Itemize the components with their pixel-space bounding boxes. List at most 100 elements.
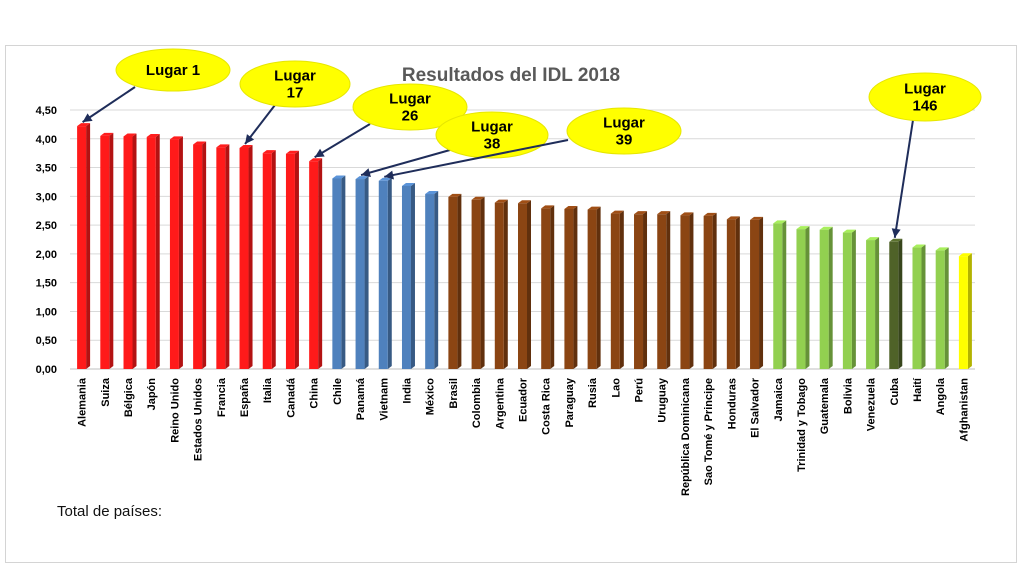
bar xyxy=(239,144,253,369)
x-tick-label: Suiza xyxy=(100,377,112,407)
x-tick-label: Uruguay xyxy=(657,377,669,423)
y-tick-label: 4,50 xyxy=(36,105,57,117)
bar xyxy=(541,205,555,369)
x-tick-label: Trinidad y Tobago xyxy=(796,378,808,472)
x-tick-label: Angola xyxy=(935,377,947,415)
bar-side xyxy=(178,136,183,369)
bar-front xyxy=(332,178,342,369)
x-tick-label: Chile xyxy=(332,378,344,405)
bar xyxy=(773,220,787,369)
callout-bubble xyxy=(239,60,351,108)
bar-side xyxy=(828,226,833,369)
bar-front xyxy=(355,179,365,369)
x-tick-label: India xyxy=(401,377,413,404)
bar-side xyxy=(155,134,160,369)
bar-side xyxy=(782,220,787,369)
bar-side xyxy=(596,206,601,369)
callout-label: Lugar 1 xyxy=(146,62,200,79)
bar-top xyxy=(518,200,531,204)
bar-front xyxy=(146,137,156,369)
bars xyxy=(77,123,972,369)
bar-side xyxy=(967,253,972,369)
bar-front xyxy=(77,126,87,369)
bar xyxy=(355,176,369,369)
bar-front xyxy=(610,213,620,369)
y-tick-label: 3,50 xyxy=(36,163,57,175)
bar-front xyxy=(518,203,527,369)
callout: Lugar 26 xyxy=(314,83,468,159)
bar-top xyxy=(610,210,624,214)
x-tick-label: Perú xyxy=(634,378,646,402)
bar-side xyxy=(735,216,740,369)
bar-front xyxy=(100,135,110,369)
bar-top xyxy=(448,193,462,197)
bar-top xyxy=(262,150,276,154)
bar xyxy=(866,237,880,369)
bar-side xyxy=(619,210,624,369)
x-tick-label: República Dominicana xyxy=(680,377,692,496)
callout-bubble xyxy=(352,83,468,131)
bar-side xyxy=(805,226,810,369)
x-tick-label: Canadá xyxy=(285,377,297,418)
bar-front xyxy=(773,223,783,369)
x-tick-label: Colombia xyxy=(471,377,483,428)
callout-arrow-line xyxy=(82,86,136,123)
bar-front xyxy=(935,250,945,369)
bar-front xyxy=(169,139,179,369)
bar-side xyxy=(341,175,346,369)
x-tick-label: El Salvador xyxy=(750,377,762,438)
bar xyxy=(703,212,717,369)
bar-front xyxy=(401,185,411,369)
bar-top xyxy=(169,136,183,140)
bar-front xyxy=(958,256,968,369)
x-tick-label: Sao Tomé y Principe xyxy=(703,378,715,485)
bar-top xyxy=(889,238,903,242)
x-tick-label: México xyxy=(425,378,437,416)
y-tick-label: 1,50 xyxy=(36,278,57,290)
bar xyxy=(285,150,299,369)
bar xyxy=(518,200,531,369)
bar-top xyxy=(77,123,91,127)
x-tick-label: Japón xyxy=(146,378,158,411)
x-tick-label: Cuba xyxy=(889,377,901,405)
y-tick-label: 2,00 xyxy=(36,249,57,261)
bar-top xyxy=(564,205,578,209)
bar-side xyxy=(921,244,926,369)
bar xyxy=(309,158,323,369)
bar-side xyxy=(643,211,648,369)
bar-top xyxy=(332,175,346,179)
bar-front xyxy=(703,215,713,369)
bar xyxy=(634,211,648,369)
callout: Lugar 38 xyxy=(360,111,549,177)
x-axis-labels: Alemania Suiza Bélgica Japón Reino Unido Esta… xyxy=(77,377,971,496)
y-tick-label: 0,00 xyxy=(36,364,57,376)
bar xyxy=(216,144,230,369)
bar xyxy=(935,247,949,369)
x-tick-label: Lao xyxy=(610,378,622,398)
bar-side xyxy=(944,247,949,369)
callout-arrow-line xyxy=(360,149,451,177)
x-tick-label: Paraguay xyxy=(564,377,576,427)
bar-top xyxy=(100,132,114,136)
bar xyxy=(378,177,392,369)
x-tick-label: Afghanistan xyxy=(958,378,970,442)
x-tick-label: Brasil xyxy=(448,378,460,409)
bar-front xyxy=(541,208,551,369)
bar xyxy=(680,212,694,369)
bar-front xyxy=(819,229,829,369)
bar-side xyxy=(480,196,485,369)
bar-top xyxy=(634,211,648,215)
bar-side xyxy=(550,205,555,369)
bar-front xyxy=(494,202,504,369)
bar-side xyxy=(573,205,578,369)
x-tick-label: España xyxy=(239,377,251,417)
bar xyxy=(657,211,671,369)
callout-label: Lugar 39 xyxy=(603,115,645,149)
y-axis-ticks: 0,00 0,50 1,00 1,50 2,00 2,50 3,00 3,50 4,00 4,50 xyxy=(36,105,57,376)
bar-top xyxy=(193,141,207,145)
bar-side xyxy=(410,182,415,369)
callout-arrow-line xyxy=(384,139,569,178)
x-tick-label: Rusia xyxy=(587,377,599,408)
y-tick-label: 4,00 xyxy=(36,134,57,146)
